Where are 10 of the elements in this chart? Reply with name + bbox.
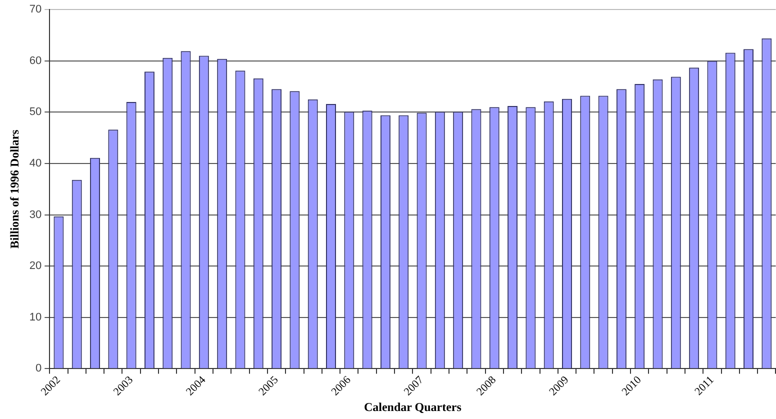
- y-tick-label: 40: [29, 158, 42, 170]
- y-tick-label: 20: [29, 260, 42, 272]
- x-axis-title: Calendar Quarters: [364, 400, 462, 414]
- y-tick-label: 50: [29, 106, 42, 118]
- y-tick-label: 0: [36, 362, 42, 375]
- y-tick-label: 60: [29, 54, 42, 67]
- y-tick-label: 10: [29, 311, 42, 324]
- y-tick-label: 30: [29, 208, 42, 221]
- y-tick-label: 70: [29, 4, 42, 16]
- y-axis-title: Billions of 1996 Dollars: [7, 129, 22, 249]
